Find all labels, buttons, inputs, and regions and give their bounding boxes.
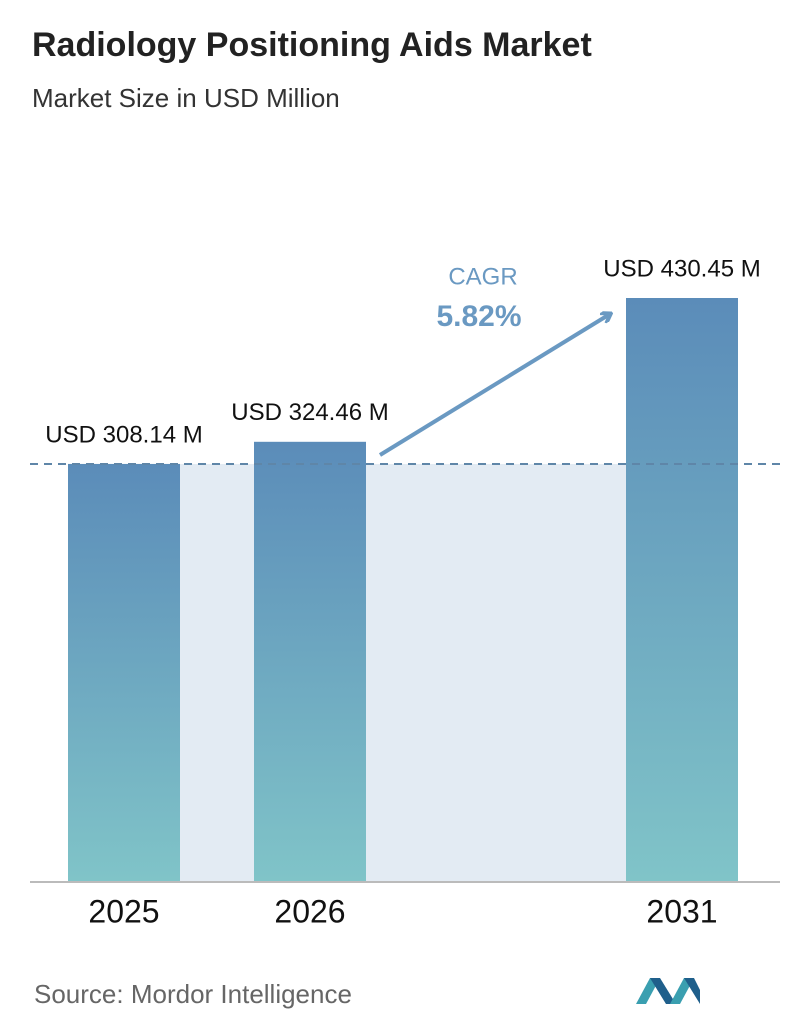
cagr-arrow [378, 314, 610, 457]
cagr-label: CAGR [448, 263, 517, 290]
logo [636, 978, 700, 1004]
plot: USD 308.14 M 2025 USD 324.46 M 2026 USD 430.… [30, 255, 780, 929]
chart-title: Radiology Positioning Aids Market [32, 26, 592, 64]
source: Source: Mordor Intelligence [34, 979, 352, 1009]
bar [254, 441, 366, 882]
reference-band [180, 463, 626, 882]
bar [68, 463, 180, 882]
chart-subtitle: Market Size in USD Million [32, 83, 340, 113]
cagr-value: 5.82% [436, 300, 521, 333]
x-tick-label: 2031 [646, 893, 717, 929]
x-tick-label: 2026 [274, 893, 345, 929]
bar [626, 298, 738, 882]
value-label: USD 430.45 M [603, 255, 760, 282]
value-label: USD 308.14 M [45, 421, 202, 448]
x-tick-label: 2025 [88, 893, 159, 929]
value-label: USD 324.46 M [231, 399, 388, 426]
